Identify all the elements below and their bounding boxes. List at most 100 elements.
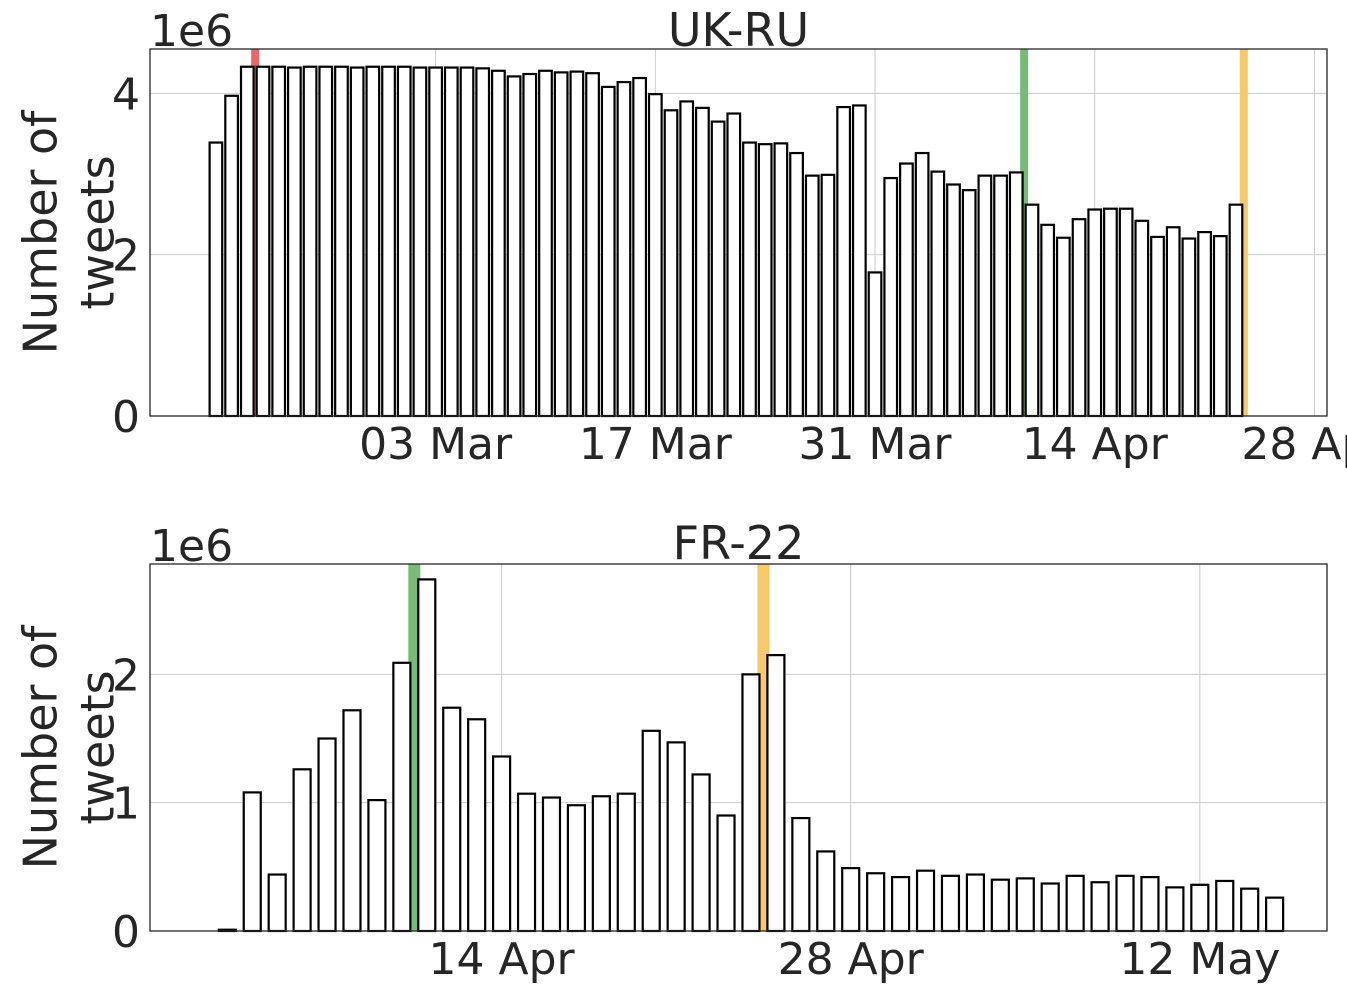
- y-axis-label-line: Number of: [14, 109, 68, 355]
- bar: [1265, 896, 1285, 933]
- bar: [993, 174, 1008, 418]
- bar: [1065, 874, 1085, 933]
- bar: [302, 65, 318, 418]
- bar: [412, 66, 428, 418]
- bar: [1008, 171, 1024, 418]
- bar: [883, 176, 899, 418]
- bar: [585, 72, 600, 418]
- bar: [946, 183, 961, 418]
- bar: [1228, 203, 1244, 418]
- bar: [367, 799, 387, 933]
- bar: [1134, 219, 1150, 418]
- bar: [1103, 207, 1118, 418]
- bar: [1181, 237, 1197, 418]
- bar: [1190, 883, 1210, 933]
- bar: [726, 112, 742, 418]
- bar: [742, 141, 757, 418]
- bar: [716, 814, 736, 933]
- bar: [396, 65, 412, 418]
- bar: [915, 869, 936, 933]
- bar: [255, 65, 271, 418]
- x-tick-label: 12 May: [1119, 934, 1280, 985]
- bar: [242, 791, 262, 933]
- bar: [569, 70, 585, 418]
- bar: [663, 109, 679, 418]
- bar: [965, 873, 985, 933]
- bar: [492, 755, 512, 933]
- bar: [1090, 881, 1110, 933]
- bar: [267, 873, 287, 933]
- bar: [392, 661, 412, 933]
- bar: [741, 673, 761, 933]
- bar: [342, 709, 362, 933]
- bar: [541, 796, 562, 933]
- y-tick-label: 4: [112, 69, 140, 120]
- bar: [286, 66, 302, 418]
- event-marker-line: [1239, 49, 1248, 416]
- bar: [899, 162, 914, 418]
- bar: [841, 867, 861, 933]
- bar: [1150, 235, 1165, 418]
- x-tick-label: 28 Apr: [778, 934, 925, 985]
- bar: [538, 69, 553, 418]
- bar: [691, 773, 711, 933]
- bar: [381, 65, 396, 418]
- y-tick-label: 0: [112, 392, 140, 443]
- bar: [616, 792, 636, 933]
- bar: [914, 151, 930, 418]
- bar: [851, 104, 867, 418]
- bar: [1015, 877, 1035, 933]
- bar: [977, 174, 993, 418]
- bar: [600, 85, 616, 418]
- bar: [239, 65, 255, 418]
- x-tick-label: 17 Mar: [579, 419, 733, 470]
- bar: [224, 94, 240, 418]
- bar: [271, 65, 287, 418]
- bar: [506, 75, 522, 418]
- bar: [1165, 886, 1185, 933]
- bar: [647, 93, 663, 418]
- bar: [820, 173, 836, 418]
- bar: [666, 741, 686, 933]
- bar: [632, 76, 648, 418]
- y-tick-label: 2: [112, 231, 140, 282]
- bar: [890, 876, 911, 933]
- bar: [475, 67, 491, 418]
- bar: [417, 578, 437, 933]
- bar: [1212, 235, 1228, 418]
- bar: [591, 795, 611, 933]
- y-axis-label-line: Number of: [14, 624, 68, 870]
- bar: [1140, 876, 1160, 933]
- bar: [1040, 882, 1060, 933]
- bar: [866, 872, 886, 933]
- bar: [789, 151, 804, 418]
- bar: [1071, 218, 1087, 418]
- bar: [522, 72, 538, 418]
- bar: [616, 80, 632, 418]
- event-marker-line: [251, 49, 260, 416]
- bar: [553, 71, 569, 418]
- x-tick-label: 14 Apr: [429, 934, 576, 985]
- bar: [459, 66, 475, 418]
- bar: [443, 66, 459, 418]
- x-tick-label: 31 Mar: [799, 419, 953, 470]
- bar: [990, 878, 1010, 933]
- bar: [1040, 223, 1056, 418]
- bar: [317, 737, 337, 933]
- bar: [836, 105, 852, 418]
- bar: [1055, 236, 1071, 418]
- y-axis-label-line: tweets: [71, 155, 125, 309]
- x-tick-label: 28 Apr: [1241, 419, 1347, 470]
- plot-frame: [149, 48, 1328, 417]
- x-tick-label: 03 Mar: [359, 419, 513, 470]
- bar: [1165, 226, 1181, 418]
- bar: [1087, 208, 1103, 418]
- bar: [516, 792, 537, 933]
- bar: [961, 189, 977, 418]
- bar: [442, 706, 462, 933]
- y-multiplier-label: 1e6: [150, 6, 233, 57]
- bar: [1215, 879, 1235, 933]
- bar: [695, 106, 710, 418]
